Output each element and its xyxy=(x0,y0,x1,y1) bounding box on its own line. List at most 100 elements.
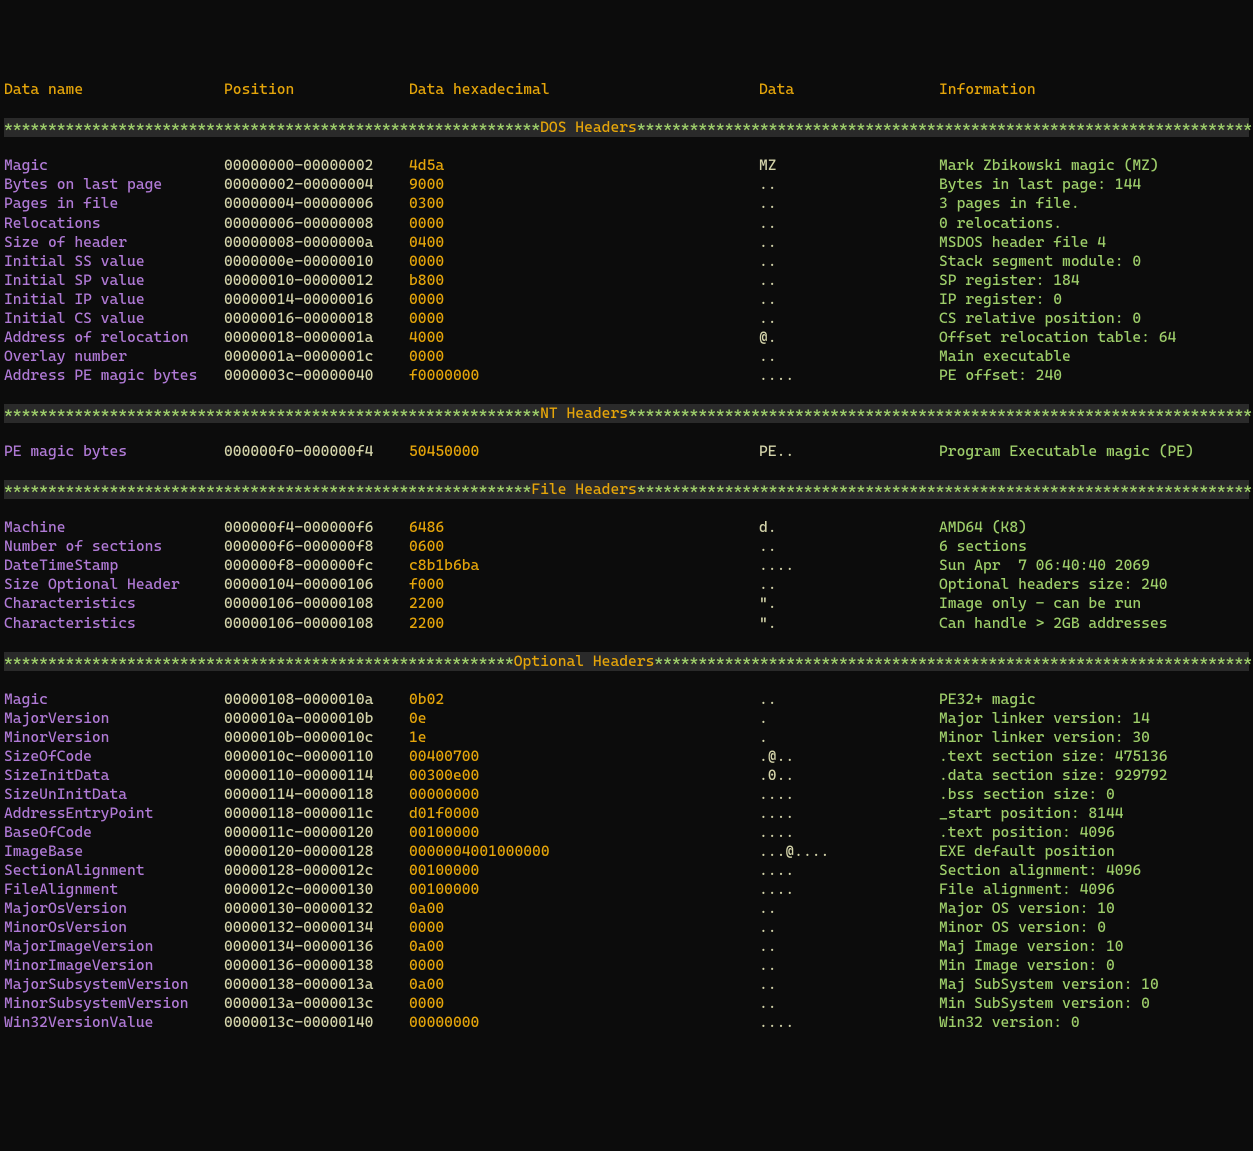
table-row: Relocations00000006-000000080000..0 relo… xyxy=(4,214,1249,233)
cell-position: 0000010a-0000010b xyxy=(224,709,409,728)
cell-info: Min Image version: 0 xyxy=(939,956,1249,975)
cell-position: 00000104-00000106 xyxy=(224,575,409,594)
section-divider: ****************************************… xyxy=(4,480,1249,499)
table-row: PE magic bytes000000f0-000000f450450000P… xyxy=(4,442,1249,461)
cell-info: Image only - can be run xyxy=(939,594,1249,613)
cell-info: Minor OS version: 0 xyxy=(939,918,1249,937)
table-row: BaseOfCode0000011c-0000012000100000.....… xyxy=(4,823,1249,842)
section-stars-left: ****************************************… xyxy=(4,480,531,498)
cell-name: ImageBase xyxy=(4,842,224,861)
cell-data: .. xyxy=(759,899,939,918)
section-divider: ****************************************… xyxy=(4,118,1249,137)
cell-data: .. xyxy=(759,271,939,290)
cell-info: MSDOS header file 4 xyxy=(939,233,1249,252)
section-title: DOS Headers xyxy=(540,118,637,136)
table-row: SectionAlignment00000128-0000012c0010000… xyxy=(4,861,1249,880)
cell-hex: 00100000 xyxy=(409,823,759,842)
cell-info: AMD64 (K8) xyxy=(939,518,1249,537)
cell-data: .... xyxy=(759,804,939,823)
cell-data: .0.. xyxy=(759,766,939,785)
cell-position: 0000013c-00000140 xyxy=(224,1013,409,1032)
cell-data: .. xyxy=(759,537,939,556)
cell-data: .... xyxy=(759,785,939,804)
table-row: SizeInitData00000110-0000011400300e00.0.… xyxy=(4,766,1249,785)
cell-info: 3 pages in file. xyxy=(939,194,1249,213)
cell-data: .@.. xyxy=(759,747,939,766)
cell-name: MinorSubsystemVersion xyxy=(4,994,224,1013)
cell-info: Maj SubSystem version: 10 xyxy=(939,975,1249,994)
cell-data: d. xyxy=(759,518,939,537)
cell-name: AddressEntryPoint xyxy=(4,804,224,823)
col-header-hex: Data hexadecimal xyxy=(409,80,759,99)
cell-hex: 0000 xyxy=(409,347,759,366)
cell-position: 00000014-00000016 xyxy=(224,290,409,309)
cell-hex: 2200 xyxy=(409,594,759,613)
cell-data: MZ xyxy=(759,156,939,175)
cell-info: .text position: 4096 xyxy=(939,823,1249,842)
cell-name: MajorSubsystemVersion xyxy=(4,975,224,994)
spacer xyxy=(4,99,1249,118)
cell-data: .... xyxy=(759,880,939,899)
cell-info: IP register: 0 xyxy=(939,290,1249,309)
cell-info: Min SubSystem version: 0 xyxy=(939,994,1249,1013)
cell-name: MinorVersion xyxy=(4,728,224,747)
cell-info: File alignment: 4096 xyxy=(939,880,1249,899)
cell-data: .. xyxy=(759,690,939,709)
table-row: Initial SS value0000000e-000000100000..S… xyxy=(4,252,1249,271)
table-row: Address of relocation00000018-0000001a40… xyxy=(4,328,1249,347)
cell-data: .. xyxy=(759,937,939,956)
cell-data: .. xyxy=(759,994,939,1013)
cell-position: 00000008-0000000a xyxy=(224,233,409,252)
cell-hex: 0400 xyxy=(409,233,759,252)
cell-hex: 0000 xyxy=(409,956,759,975)
cell-hex: 0e xyxy=(409,709,759,728)
cell-hex: 50450000 xyxy=(409,442,759,461)
cell-info: Main executable xyxy=(939,347,1249,366)
cell-info: 0 relocations. xyxy=(939,214,1249,233)
cell-info: .text section size: 475136 xyxy=(939,747,1249,766)
cell-name: SizeOfCode xyxy=(4,747,224,766)
cell-data: @. xyxy=(759,328,939,347)
cell-data: .... xyxy=(759,366,939,385)
cell-position: 00000010-00000012 xyxy=(224,271,409,290)
cell-data: .. xyxy=(759,347,939,366)
table-row: MinorOsVersion00000132-000001340000..Min… xyxy=(4,918,1249,937)
cell-data: . xyxy=(759,728,939,747)
cell-info: SP register: 184 xyxy=(939,271,1249,290)
col-header-info: Information xyxy=(939,80,1249,99)
cell-hex: 6486 xyxy=(409,518,759,537)
cell-hex: c8b1b6ba xyxy=(409,556,759,575)
cell-data: PE.. xyxy=(759,442,939,461)
table-row: Magic00000108-0000010a0b02..PE32+ magic xyxy=(4,690,1249,709)
cell-position: 0000003c-00000040 xyxy=(224,366,409,385)
cell-hex: 0a00 xyxy=(409,975,759,994)
table-row: SizeUnInitData00000114-0000011800000000.… xyxy=(4,785,1249,804)
col-header-data: Data xyxy=(759,80,939,99)
cell-info: Section alignment: 4096 xyxy=(939,861,1249,880)
table-row: Characteristics00000106-000001082200".Ca… xyxy=(4,614,1249,633)
table-row: Initial IP value00000014-000000160000..I… xyxy=(4,290,1249,309)
table-row: MinorSubsystemVersion0000013a-0000013c00… xyxy=(4,994,1249,1013)
cell-data: .. xyxy=(759,233,939,252)
cell-hex: 4d5a xyxy=(409,156,759,175)
table-row: Characteristics00000106-000001082200".Im… xyxy=(4,594,1249,613)
table-row: Size Optional Header00000104-00000106f00… xyxy=(4,575,1249,594)
cell-position: 0000011c-00000120 xyxy=(224,823,409,842)
cell-position: 000000f4-000000f6 xyxy=(224,518,409,537)
cell-hex: f0000000 xyxy=(409,366,759,385)
cell-position: 0000000e-00000010 xyxy=(224,252,409,271)
spacer xyxy=(4,137,1249,156)
cell-hex: 00300e00 xyxy=(409,766,759,785)
cell-name: Address PE magic bytes xyxy=(4,366,224,385)
cell-hex: 0000004001000000 xyxy=(409,842,759,861)
cell-name: Machine xyxy=(4,518,224,537)
cell-info: CS relative position: 0 xyxy=(939,309,1249,328)
cell-info: .data section size: 929792 xyxy=(939,766,1249,785)
section-divider: ****************************************… xyxy=(4,652,1249,671)
cell-data: ...@.... xyxy=(759,842,939,861)
cell-name: Characteristics xyxy=(4,594,224,613)
cell-name: Magic xyxy=(4,690,224,709)
section-stars-left: ****************************************… xyxy=(4,652,514,670)
cell-info: Optional headers size: 240 xyxy=(939,575,1249,594)
cell-data: .. xyxy=(759,290,939,309)
